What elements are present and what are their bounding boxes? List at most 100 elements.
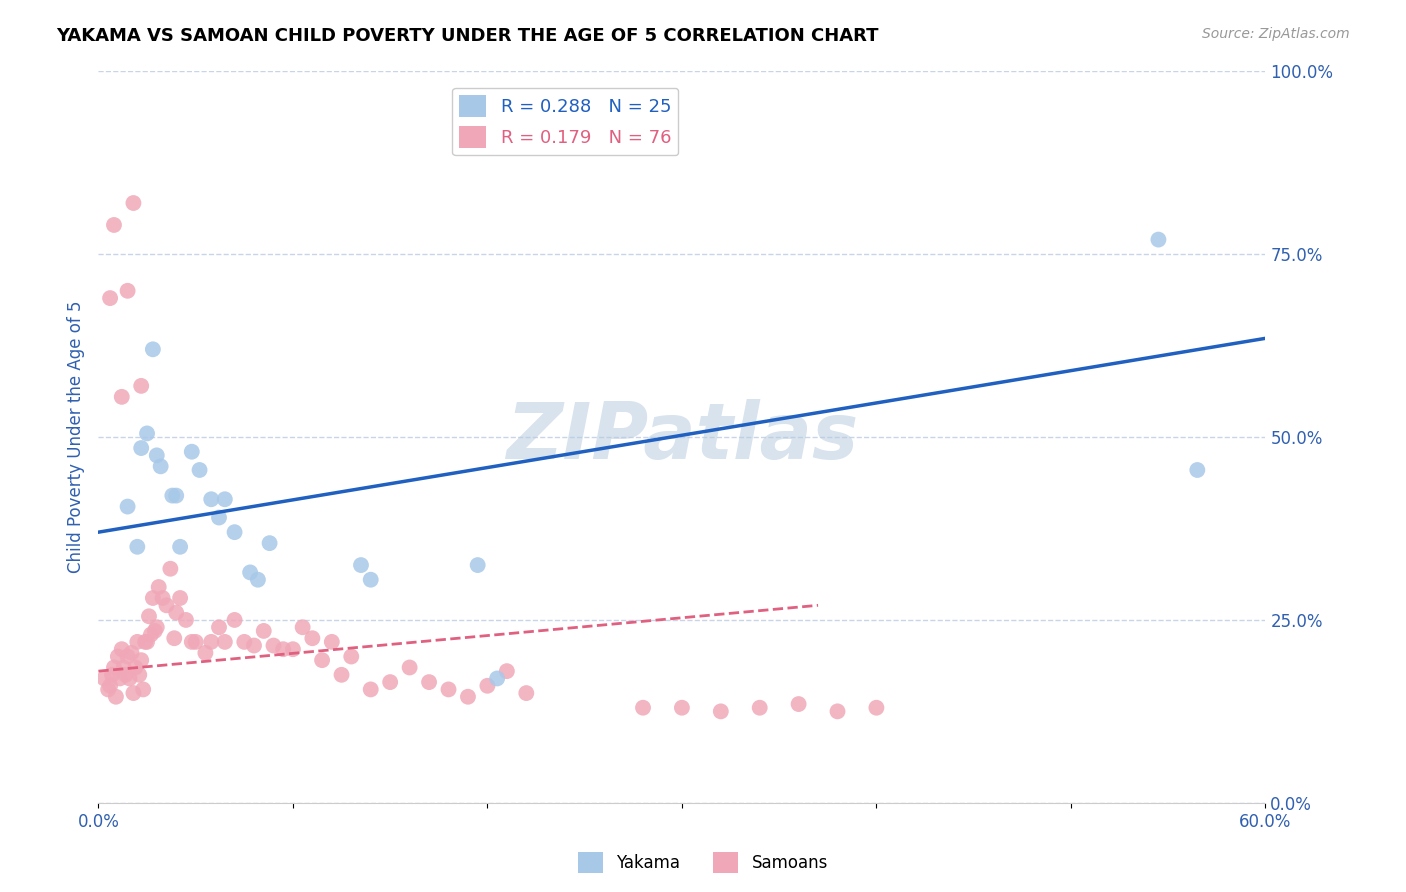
Point — [515, 686, 537, 700]
Point — [149, 459, 172, 474]
Point — [827, 705, 849, 719]
Point — [165, 606, 187, 620]
Point — [467, 558, 489, 573]
Point — [281, 642, 304, 657]
Point — [139, 627, 162, 641]
Point — [321, 635, 343, 649]
Point — [103, 218, 125, 232]
Point — [143, 624, 166, 638]
Point — [360, 682, 382, 697]
Point — [129, 653, 152, 667]
Point — [111, 642, 134, 657]
Point — [132, 682, 155, 697]
Point — [136, 426, 159, 441]
Point — [111, 390, 134, 404]
Point — [224, 613, 246, 627]
Point — [117, 649, 139, 664]
Point — [114, 667, 136, 681]
Point — [194, 646, 217, 660]
Point — [437, 682, 460, 697]
Point — [188, 463, 211, 477]
Point — [169, 591, 191, 605]
Point — [93, 672, 115, 686]
Point — [631, 700, 654, 714]
Point — [180, 635, 202, 649]
Point — [1147, 233, 1170, 247]
Point — [169, 540, 191, 554]
Point — [146, 449, 169, 463]
Text: Source: ZipAtlas.com: Source: ZipAtlas.com — [1202, 27, 1350, 41]
Point — [671, 700, 693, 714]
Point — [174, 613, 197, 627]
Point — [165, 489, 187, 503]
Point — [136, 635, 159, 649]
Point — [350, 558, 373, 573]
Point — [159, 562, 181, 576]
Text: ZIPatlas: ZIPatlas — [506, 399, 858, 475]
Point — [124, 660, 146, 674]
Point — [112, 660, 135, 674]
Point — [214, 492, 236, 507]
Point — [128, 667, 150, 681]
Point — [127, 540, 149, 554]
Point — [127, 635, 149, 649]
Point — [224, 525, 246, 540]
Point — [259, 536, 281, 550]
Point — [495, 664, 517, 678]
Point — [98, 679, 121, 693]
Point — [208, 510, 231, 524]
Point — [418, 675, 440, 690]
Point — [301, 632, 323, 646]
Point — [486, 672, 509, 686]
Point — [239, 566, 262, 580]
Point — [146, 620, 169, 634]
Point — [155, 599, 177, 613]
Legend: R = 0.288   N = 25, R = 0.179   N = 76: R = 0.288 N = 25, R = 0.179 N = 76 — [451, 87, 679, 155]
Point — [184, 635, 207, 649]
Text: YAKAMA VS SAMOAN CHILD POVERTY UNDER THE AGE OF 5 CORRELATION CHART: YAKAMA VS SAMOAN CHILD POVERTY UNDER THE… — [56, 27, 879, 45]
Point — [457, 690, 479, 704]
Point — [104, 690, 127, 704]
Point — [97, 682, 120, 697]
Point — [134, 635, 156, 649]
Point — [340, 649, 363, 664]
Point — [118, 672, 141, 686]
Point — [117, 284, 139, 298]
Point — [138, 609, 160, 624]
Point — [121, 646, 143, 660]
Point — [378, 675, 402, 690]
Point — [291, 620, 314, 634]
Point — [271, 642, 294, 657]
Point — [787, 697, 810, 711]
Y-axis label: Child Poverty Under the Age of 5: Child Poverty Under the Age of 5 — [66, 301, 84, 574]
Point — [477, 679, 499, 693]
Point — [129, 441, 152, 455]
Point — [163, 632, 186, 646]
Point — [253, 624, 276, 638]
Point — [360, 573, 382, 587]
Point — [200, 492, 222, 507]
Point — [108, 672, 131, 686]
Point — [180, 444, 202, 458]
Point — [142, 591, 165, 605]
Point — [162, 489, 184, 503]
Point — [748, 700, 770, 714]
Point — [233, 635, 256, 649]
Point — [311, 653, 333, 667]
Point — [208, 620, 231, 634]
Point — [98, 291, 121, 305]
Point — [710, 705, 733, 719]
Point — [243, 639, 266, 653]
Point — [214, 635, 236, 649]
Point — [398, 660, 420, 674]
Point — [117, 500, 139, 514]
Point — [865, 700, 887, 714]
Point — [1187, 463, 1209, 477]
Point — [246, 573, 269, 587]
Point — [101, 667, 124, 681]
Point — [122, 686, 145, 700]
Point — [103, 660, 125, 674]
Point — [152, 591, 174, 605]
Point — [129, 379, 152, 393]
Point — [142, 343, 165, 357]
